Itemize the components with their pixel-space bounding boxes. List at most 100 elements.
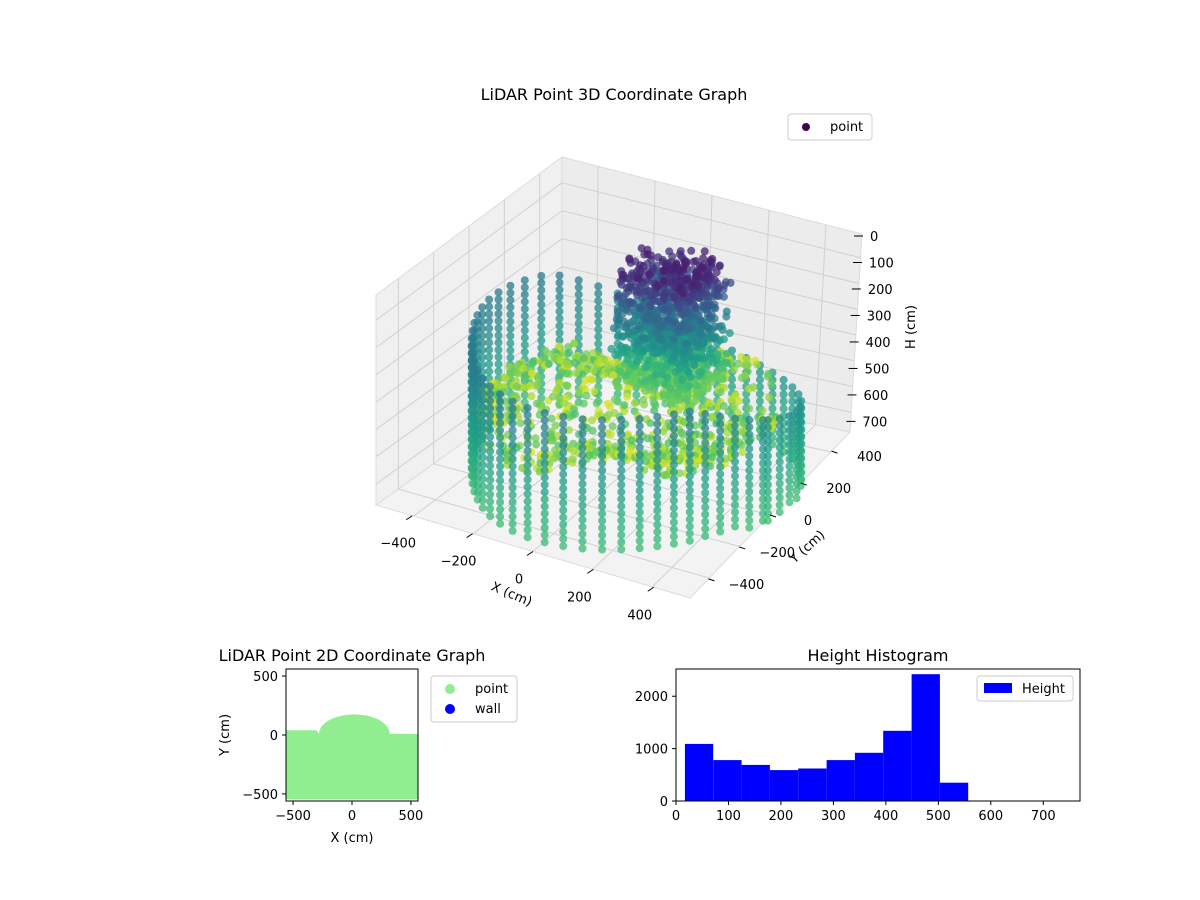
cloud-point bbox=[692, 381, 700, 390]
cloud-point bbox=[485, 317, 494, 326]
cloud-point bbox=[731, 457, 739, 466]
cloud-point bbox=[549, 392, 557, 401]
cloud-point bbox=[639, 346, 648, 355]
cloud-point bbox=[709, 358, 718, 367]
cloud-point bbox=[506, 303, 515, 312]
cloud-point bbox=[669, 446, 678, 455]
cloud-point bbox=[701, 510, 710, 519]
cloud-point bbox=[598, 509, 607, 518]
cloud-point bbox=[745, 480, 754, 489]
y-tick-label-3d: 200 bbox=[826, 482, 851, 497]
z-tick-label-3d: 200 bbox=[868, 283, 893, 298]
cloud-point bbox=[559, 542, 568, 551]
cloud-point bbox=[676, 381, 685, 390]
cloud-point bbox=[555, 329, 564, 337]
cloud-point bbox=[651, 401, 660, 410]
cloud-point bbox=[520, 333, 529, 342]
cloud-point bbox=[635, 522, 644, 531]
cloud-point bbox=[521, 383, 530, 392]
cloud-point bbox=[574, 283, 583, 292]
cloud-point bbox=[701, 503, 710, 512]
cloud-point bbox=[485, 302, 494, 311]
cloud-point bbox=[716, 419, 725, 428]
cloud-point bbox=[598, 488, 607, 496]
ticks-2d: −500 0 500 500 0 −500 bbox=[242, 670, 423, 824]
cloud-point bbox=[670, 352, 678, 361]
cloud-point bbox=[759, 516, 767, 525]
cloud-point bbox=[792, 487, 801, 496]
cloud-point bbox=[559, 499, 568, 507]
cloud-point bbox=[696, 330, 705, 339]
cloud-point bbox=[649, 395, 658, 404]
cloud-point bbox=[617, 480, 626, 489]
cloud-point bbox=[731, 472, 739, 481]
x-tick-3d bbox=[466, 533, 473, 539]
y-tick-label-2d: 0 bbox=[270, 729, 278, 744]
cloud-point bbox=[669, 475, 678, 484]
y-axis-label-2d: Y (cm) bbox=[218, 714, 233, 757]
cloud-point bbox=[555, 307, 564, 316]
cloud-point bbox=[527, 369, 536, 378]
cloud-point bbox=[540, 423, 549, 432]
legend-histogram-label: Height bbox=[1022, 682, 1065, 697]
cloud-point bbox=[540, 480, 549, 489]
cloud-point bbox=[701, 467, 710, 476]
cloud-point bbox=[792, 479, 801, 488]
cloud-point bbox=[731, 515, 739, 524]
cloud-point bbox=[745, 473, 754, 482]
cloud-point bbox=[599, 370, 608, 379]
cloud-point bbox=[731, 522, 739, 531]
cloud-point bbox=[637, 244, 646, 253]
cloud-point bbox=[640, 334, 649, 343]
cloud-point bbox=[691, 304, 700, 313]
cloud-point bbox=[493, 381, 502, 390]
cloud-point bbox=[635, 537, 644, 545]
cloud-point bbox=[759, 502, 767, 511]
cloud-point bbox=[617, 430, 626, 439]
cloud-point bbox=[494, 324, 503, 333]
cloud-point bbox=[572, 369, 581, 378]
cloud-point bbox=[537, 279, 546, 287]
cloud-point bbox=[706, 399, 714, 408]
cloud-point bbox=[578, 451, 587, 460]
cloud-point bbox=[494, 338, 503, 347]
cloud-point bbox=[767, 379, 776, 388]
cloud-point bbox=[768, 404, 777, 413]
cloud-point bbox=[496, 462, 505, 471]
cloud-point bbox=[712, 268, 721, 277]
cloud-point bbox=[598, 473, 607, 482]
cloud-point bbox=[468, 326, 477, 335]
cloud-point bbox=[775, 472, 784, 481]
cloud-point bbox=[478, 446, 487, 455]
cloud-point bbox=[759, 473, 767, 482]
cloud-point bbox=[759, 452, 767, 461]
cloud-point bbox=[562, 360, 571, 369]
cloud-point bbox=[669, 424, 678, 433]
cloud-point bbox=[485, 353, 494, 361]
cloud-point bbox=[701, 424, 710, 433]
cloud-point bbox=[669, 532, 678, 541]
cloud-point bbox=[745, 516, 754, 525]
cloud-point bbox=[559, 470, 568, 479]
cloud-point bbox=[716, 470, 725, 479]
cloud-point bbox=[716, 427, 725, 435]
cloud-point bbox=[734, 397, 743, 406]
cloud-point bbox=[520, 283, 529, 292]
cloud-point bbox=[788, 383, 797, 392]
cloud-point bbox=[621, 323, 630, 332]
cloud-point bbox=[712, 403, 721, 412]
point-cloud bbox=[467, 244, 806, 554]
cloud-point bbox=[705, 313, 714, 322]
cloud-point bbox=[752, 360, 761, 369]
cloud-point bbox=[759, 416, 767, 425]
chart-2d: LiDAR Point 2D Coordinate Graph −500 0 500… bbox=[218, 646, 518, 846]
cloud-point bbox=[508, 491, 517, 499]
y-tick-3d bbox=[831, 450, 838, 454]
cloud-point bbox=[775, 500, 784, 509]
cloud-point bbox=[496, 505, 505, 514]
cloud-point bbox=[724, 407, 733, 416]
cloud-point bbox=[625, 307, 634, 316]
cloud-point bbox=[785, 426, 794, 435]
cloud-point bbox=[716, 434, 725, 443]
cloud-point bbox=[540, 437, 549, 446]
